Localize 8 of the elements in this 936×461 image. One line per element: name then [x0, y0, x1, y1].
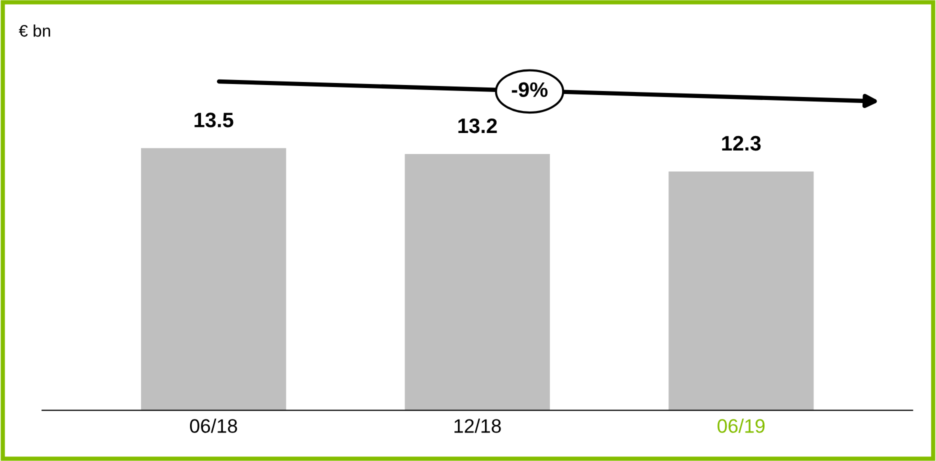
- data-label: 12.3: [722, 136, 761, 151]
- data-label: 13.2: [458, 118, 497, 134]
- x-tick-label: 12/18: [454, 418, 501, 433]
- data-label: 13.5: [194, 112, 234, 128]
- x-tick-label: 06/18: [190, 418, 238, 433]
- text: -9%: [512, 82, 548, 98]
- x-tick-label: 06/19: [718, 418, 765, 433]
- text: € bn: [18, 24, 50, 37]
